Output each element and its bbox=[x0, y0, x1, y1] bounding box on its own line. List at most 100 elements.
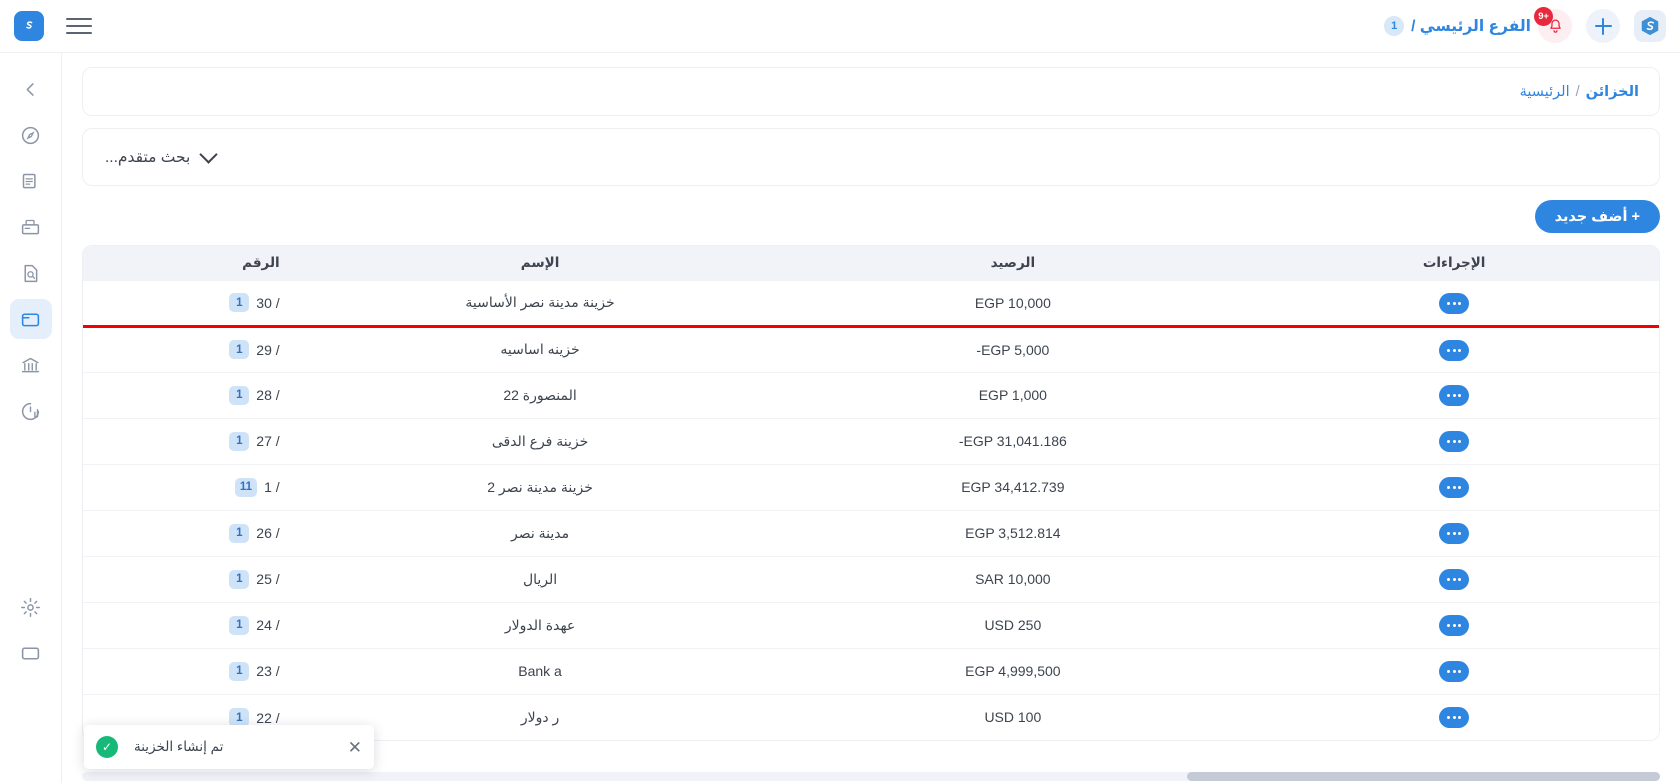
add-new-button[interactable]: + أضف جديد bbox=[1534, 200, 1660, 233]
more-options-icon[interactable] bbox=[1439, 431, 1470, 452]
cell-balance: EGP 1,000 bbox=[776, 371, 1250, 418]
row-number: 25 / bbox=[256, 571, 280, 588]
sidebar-item-settings[interactable] bbox=[10, 587, 52, 627]
cell-balance: USD 100 bbox=[776, 693, 1250, 740]
cell-number: 1 30 / bbox=[83, 279, 304, 328]
chevron-down-icon[interactable] bbox=[199, 145, 219, 164]
row-count-badge: 11 bbox=[234, 477, 258, 497]
table-row[interactable]: EGP 34,412.739 خزينة مدينة نصر 2 11 1 / bbox=[83, 463, 1659, 510]
add-button[interactable] bbox=[1586, 9, 1620, 43]
sidebar-item-invoice[interactable] bbox=[10, 161, 52, 201]
cell-balance: SAR 10,000 bbox=[776, 555, 1250, 602]
cell-name: الريال bbox=[303, 555, 777, 602]
more-options-icon[interactable] bbox=[1439, 661, 1470, 682]
close-icon[interactable]: ✕ bbox=[347, 737, 362, 757]
sidebar-item-compass[interactable] bbox=[10, 115, 52, 155]
top-bar-right-group: 9+ الفرع الرئيسي / 1 bbox=[1384, 7, 1666, 43]
cell-number: 1 26 / bbox=[83, 509, 304, 556]
breadcrumb-root[interactable]: الرئيسية bbox=[1519, 83, 1570, 100]
row-count-badge: 1 bbox=[229, 385, 250, 405]
cell-actions bbox=[1249, 463, 1659, 510]
cell-name: خزينة مدينة نصر الأساسية bbox=[303, 279, 777, 328]
row-number: 1 / bbox=[264, 479, 280, 496]
sidebar-item-bank[interactable] bbox=[10, 345, 52, 385]
top-bar-left-group bbox=[14, 11, 92, 41]
cell-number: 1 23 / bbox=[83, 647, 304, 694]
cell-number: 1 27 / bbox=[83, 417, 304, 464]
cell-number: 1 28 / bbox=[83, 371, 304, 418]
table-row[interactable]: EGP 1,000 المنصورة 22 1 28 / bbox=[83, 371, 1659, 418]
table-row[interactable]: EGP 31,041.186- خزينة فرع الدقى 1 27 / bbox=[83, 417, 1659, 464]
table-row[interactable]: USD 100 ر دولار 1 22 / bbox=[83, 693, 1659, 740]
cell-name: Bank a bbox=[303, 647, 777, 694]
row-count-badge: 1 bbox=[229, 293, 250, 313]
column-header-balance[interactable]: الرصيد bbox=[776, 246, 1250, 280]
more-options-icon[interactable] bbox=[1439, 707, 1470, 729]
column-header-name[interactable]: الإسم bbox=[303, 246, 777, 280]
sidebar-item-back-chevron[interactable] bbox=[10, 69, 52, 109]
treasuries-table: الإجراءات الرصيد الإسم الرقم EGP 10,000 خ… bbox=[83, 246, 1659, 740]
hamburger-icon[interactable] bbox=[66, 13, 92, 40]
column-header-number[interactable]: الرقم bbox=[83, 246, 304, 280]
cell-balance: EGP 3,512.814 bbox=[776, 509, 1250, 556]
row-number: 28 / bbox=[256, 387, 280, 404]
cell-name: المنصورة 22 bbox=[303, 371, 777, 418]
cell-actions bbox=[1249, 601, 1659, 648]
cell-number: 1 24 / bbox=[83, 601, 304, 648]
gear-icon bbox=[21, 597, 40, 617]
icon-sidebar bbox=[0, 53, 62, 783]
row-count-badge: 1 bbox=[229, 708, 250, 727]
advanced-search-toggle[interactable]: بحث متقدم... bbox=[105, 145, 1637, 167]
check-circle-icon: ✓ bbox=[96, 736, 118, 758]
more-options-icon[interactable] bbox=[1439, 339, 1470, 361]
horizontal-scrollbar[interactable] bbox=[82, 772, 1660, 781]
sidebar-item-reports[interactable] bbox=[10, 391, 52, 431]
notification-count-badge: 9+ bbox=[1534, 7, 1553, 26]
table-row[interactable]: EGP 5,000- خزينه اساسيه 1 29 / bbox=[83, 325, 1659, 372]
table-row[interactable]: EGP 3,512.814 مدينة نصر 1 26 / bbox=[83, 509, 1659, 556]
row-count-badge: 1 bbox=[229, 569, 250, 589]
reports-clock-icon bbox=[21, 402, 40, 420]
table-row[interactable]: EGP 4,999,500 Bank a 1 23 / bbox=[83, 647, 1659, 694]
cell-name: ر دولار bbox=[303, 693, 777, 740]
table-body: EGP 10,000 خزينة مدينة نصر الأساسية 1 30 /E… bbox=[83, 279, 1659, 740]
cell-name: خزينة مدينة نصر 2 bbox=[303, 463, 777, 510]
add-new-row: + أضف جديد bbox=[62, 186, 1680, 233]
cell-actions bbox=[1249, 509, 1659, 556]
table-row[interactable]: SAR 10,000 الريال 1 25 / bbox=[83, 555, 1659, 602]
sidebar-item-cash-register[interactable] bbox=[10, 207, 52, 247]
more-options-icon[interactable] bbox=[1439, 292, 1470, 314]
compass-icon bbox=[21, 126, 40, 144]
row-number: 29 / bbox=[256, 341, 280, 358]
table-row[interactable]: EGP 10,000 خزينة مدينة نصر الأساسية 1 30 / bbox=[83, 279, 1659, 328]
branch-selector[interactable]: 9+ الفرع الرئيسي / 1 bbox=[1384, 7, 1572, 43]
more-options-icon[interactable] bbox=[1439, 569, 1470, 590]
top-bar: 9+ الفرع الرئيسي / 1 bbox=[0, 0, 1680, 53]
scrollbar-thumb[interactable] bbox=[1186, 772, 1660, 781]
invoice-icon bbox=[22, 173, 36, 188]
more-options-icon[interactable] bbox=[1439, 615, 1470, 636]
sidebar-item-screen[interactable] bbox=[10, 633, 52, 673]
column-header-actions[interactable]: الإجراءات bbox=[1249, 246, 1659, 280]
document-search-icon bbox=[24, 264, 38, 282]
cell-name: خزينة فرع الدقى bbox=[303, 417, 777, 464]
advanced-search-card[interactable]: بحث متقدم... bbox=[82, 128, 1660, 186]
breadcrumb: الخزائن / الرئيسية bbox=[1520, 84, 1639, 100]
more-options-icon[interactable] bbox=[1439, 523, 1470, 544]
more-options-icon[interactable] bbox=[1439, 385, 1470, 406]
more-options-icon[interactable] bbox=[1439, 477, 1470, 498]
sidebar-item-treasury[interactable] bbox=[9, 299, 52, 339]
breadcrumb-card: الخزائن / الرئيسية bbox=[82, 67, 1660, 116]
brand-logo-icon[interactable] bbox=[14, 11, 44, 41]
table-header-row: الإجراءات الرصيد الإسم الرقم bbox=[83, 246, 1659, 280]
breadcrumb-current: الخزائن bbox=[1585, 83, 1639, 100]
bell-icon bbox=[1549, 18, 1561, 33]
sidebar-item-document-search[interactable] bbox=[10, 253, 52, 293]
app-logo-icon[interactable] bbox=[1634, 10, 1666, 42]
notifications-bell[interactable]: 9+ bbox=[1534, 7, 1572, 43]
row-count-badge: 1 bbox=[229, 661, 250, 681]
plus-icon[interactable] bbox=[1586, 9, 1620, 43]
table-row[interactable]: USD 250 عهدة الدولار 1 24 / bbox=[83, 601, 1659, 648]
cell-actions bbox=[1249, 417, 1659, 464]
cell-balance: EGP 34,412.739 bbox=[776, 463, 1250, 510]
